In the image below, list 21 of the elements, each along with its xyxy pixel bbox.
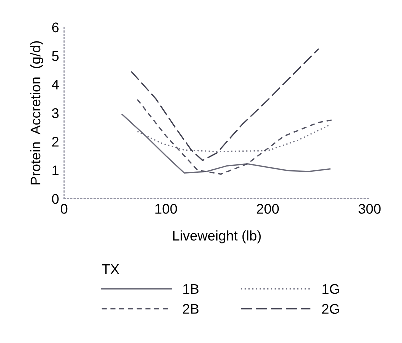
- legend-label: 2G: [322, 304, 340, 314]
- legend-title: TX: [102, 264, 120, 274]
- y-tick-label: 0: [52, 194, 59, 204]
- legend-label: 1G: [322, 284, 340, 294]
- x-axis-title: Liveweight (lb): [173, 230, 261, 244]
- x-tick-label: 300: [358, 204, 381, 214]
- legend-label: 2B: [183, 304, 199, 314]
- x-tick-label: 0: [61, 204, 68, 214]
- y-tick-label: 1: [52, 166, 59, 176]
- legend-label: 1B: [184, 284, 199, 294]
- y-tick-label: 4: [52, 80, 60, 90]
- x-tick-label: 200: [257, 204, 280, 214]
- y-tick-label: 5: [52, 52, 59, 62]
- y-tick-label: 3: [52, 108, 59, 118]
- y-axis-title: Protein Accretion (g/d): [30, 41, 44, 185]
- x-tick-label: 100: [156, 204, 178, 214]
- line-series: [130, 48, 320, 162]
- y-tick-label: 2: [52, 137, 59, 147]
- line-series: [137, 99, 334, 175]
- y-tick-label: 6: [52, 22, 59, 33]
- line-series: [122, 114, 331, 174]
